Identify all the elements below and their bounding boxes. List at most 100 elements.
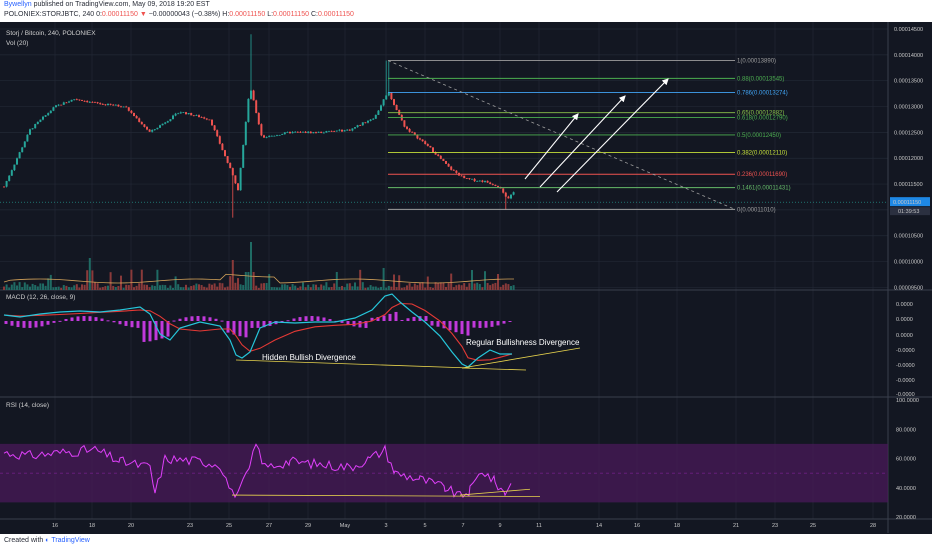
- time-axis-tick: 23: [187, 523, 193, 529]
- volume-bar: [101, 287, 104, 290]
- volume-bar: [296, 287, 299, 290]
- tradingview-link[interactable]: TradingView: [51, 537, 90, 544]
- volume-bar: [39, 283, 42, 290]
- volume-bar: [476, 282, 479, 290]
- candle-body: [315, 132, 317, 133]
- volume-bar: [304, 287, 307, 290]
- candle-body: [333, 131, 336, 132]
- price-axis-tick: 0.00012500: [894, 130, 923, 136]
- volume-bar: [138, 283, 141, 290]
- volume-bar: [29, 286, 31, 290]
- rsi-axis-tick: 60.0000: [896, 457, 916, 463]
- chart-canvas[interactable]: 1(0.00013890) 0.88(0.00013545) 0.786(0.000…: [0, 22, 932, 534]
- publish-line: Bywellyn published on TradingView.com, M…: [4, 1, 210, 8]
- volume-bar: [177, 284, 180, 290]
- volume-bar: [34, 285, 37, 290]
- time-axis-tick: 27: [266, 523, 272, 529]
- volume-bar: [252, 272, 255, 290]
- volume-bar: [127, 285, 130, 290]
- candle-body: [294, 131, 297, 133]
- volume-bar: [270, 287, 273, 290]
- volume-bar: [382, 267, 385, 290]
- price-axis-tick: 0.00014500: [894, 27, 923, 33]
- volume-bar: [471, 270, 473, 290]
- volume-bar: [174, 276, 177, 290]
- volume-bar: [364, 287, 367, 290]
- macd-histogram-bar: [412, 316, 416, 321]
- candle-body: [442, 158, 445, 162]
- fib-level-label: 1(0.00013890): [737, 59, 776, 65]
- candle-body: [237, 183, 239, 191]
- time-axis-tick: 16: [52, 523, 58, 529]
- volume-bar: [395, 287, 398, 290]
- time-axis-tick: 14: [596, 523, 602, 529]
- macd-histogram-bar: [244, 321, 248, 338]
- trend-arrow: [524, 113, 579, 180]
- candle-body: [252, 90, 255, 101]
- volume-bar: [62, 285, 65, 290]
- rsi-pane: 100.0000 80.0000 60.0000 40.0000 20.0000: [0, 398, 919, 521]
- volume-bar: [465, 286, 468, 290]
- macd-histogram-bar: [400, 319, 404, 321]
- volume-bar: [278, 287, 281, 290]
- candle-body: [304, 131, 307, 133]
- last-price-label: 0.00011150: [893, 200, 921, 206]
- macd-histogram-bar: [16, 321, 20, 328]
- macd-histogram-bar: [214, 318, 218, 321]
- volume-bar: [408, 283, 411, 290]
- author-link[interactable]: Bywellyn: [4, 1, 32, 8]
- macd-histogram-bar: [262, 321, 266, 328]
- macd-histogram-bar: [394, 311, 398, 321]
- candle-body: [372, 118, 375, 120]
- time-axis-tick: 3: [384, 523, 387, 529]
- volume-bar: [328, 287, 330, 290]
- high-value: 0.00011150: [229, 11, 266, 18]
- volume-bar: [205, 287, 208, 290]
- candle-body: [226, 156, 229, 163]
- volume-bar: [268, 274, 271, 290]
- price-axis-tick: 0.00010000: [894, 260, 923, 266]
- candle-body: [156, 127, 159, 130]
- drawings: [524, 78, 669, 193]
- candle-body: [291, 131, 294, 134]
- volume-bar: [299, 286, 302, 290]
- volume-bar: [390, 286, 393, 290]
- candle-body: [75, 99, 78, 101]
- candle-body: [104, 104, 107, 106]
- created-with: Created with ◐ TradingView: [4, 537, 90, 544]
- volume-bar: [237, 278, 239, 290]
- macd-histogram-bar: [196, 316, 200, 321]
- fib-level-label: 0.88(0.00013545): [737, 76, 784, 82]
- candle-body: [299, 131, 302, 133]
- candle-body: [86, 101, 89, 103]
- volume-bar: [481, 287, 484, 290]
- candle-body: [8, 175, 11, 181]
- candle-body: [270, 135, 273, 137]
- candle-body: [250, 90, 252, 99]
- candle-body: [13, 164, 16, 171]
- volume-bar: [486, 283, 489, 290]
- candle-body: [419, 138, 421, 140]
- candle-body: [489, 182, 492, 185]
- candle-body: [244, 121, 247, 145]
- macd-histogram-bar: [148, 321, 152, 342]
- last-price-marker: [890, 197, 930, 207]
- volume-bar: [468, 283, 471, 290]
- macd-histogram-bar: [82, 316, 86, 321]
- candle-body: [421, 139, 424, 142]
- candle-body: [403, 120, 406, 127]
- candle-body: [83, 100, 86, 102]
- volume-bar: [190, 286, 193, 290]
- candle-body: [42, 116, 44, 120]
- time-axis-tick: 18: [89, 523, 95, 529]
- ohlc-line: POLONIEX:STORJBTC, 240 0:0.00011150 ▼ −0…: [4, 11, 354, 18]
- macd-histogram-bar: [280, 321, 284, 323]
- candle-body: [107, 103, 109, 106]
- candle-body: [47, 113, 50, 116]
- volume-bar: [42, 283, 44, 290]
- candle-body: [140, 121, 143, 125]
- volume-bar: [133, 287, 135, 290]
- volume-bar: [460, 285, 463, 290]
- candle-body: [198, 115, 200, 118]
- candle-body: [354, 127, 356, 129]
